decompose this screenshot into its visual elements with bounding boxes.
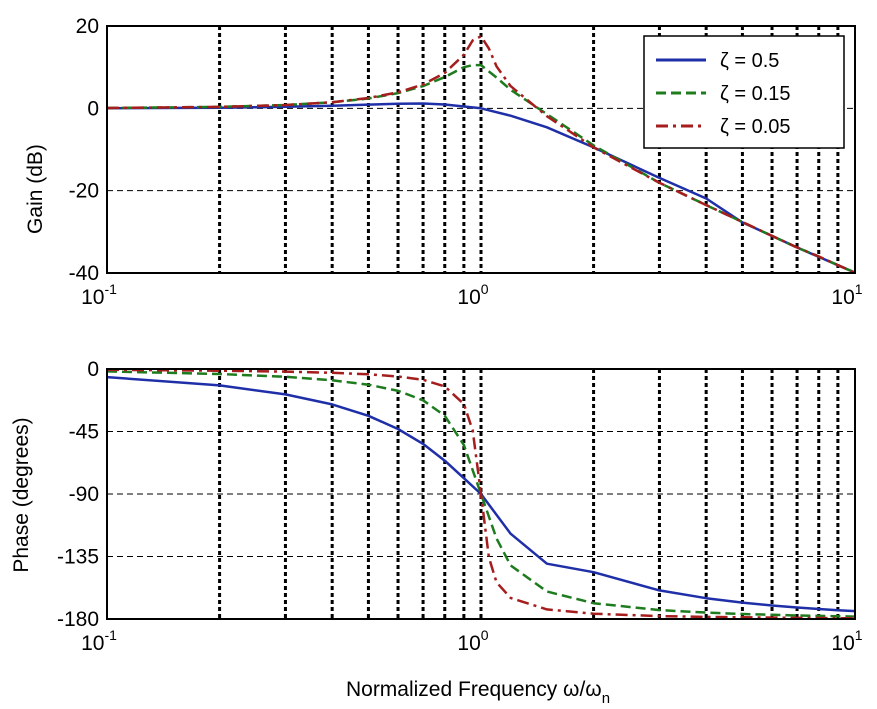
gain-plot: 20 0 -20 -40 10-1 100 101 Gain (dB) [24, 15, 863, 309]
phase-y-tick-labels: 0 -45 -90 -135 -180 [57, 358, 99, 631]
gain-x-tick-label: 101 [831, 281, 862, 309]
gain-y-tick-labels: 20 0 -20 -40 [69, 15, 99, 285]
gain-x-tick-label: 100 [457, 281, 488, 309]
gain-plot-frame [106, 25, 856, 274]
gain-y-tick-label: 0 [87, 97, 99, 120]
gain-y-tick-label: -20 [69, 180, 99, 203]
phase-y-tick-label: -180 [57, 608, 99, 631]
phase-plot-frame [106, 368, 856, 620]
gain-series-lines [106, 35, 856, 274]
gain-x-tick-label: 10-1 [81, 281, 117, 309]
phase-y-tick-label: -45 [69, 421, 99, 444]
phase-y-axis-label: Phase (degrees) [10, 417, 33, 572]
gain-x-tick-labels: 10-1 100 101 [81, 281, 863, 309]
phase-series-line-2 [106, 370, 856, 618]
gain-series-line-3 [106, 35, 856, 274]
phase-series-lines [106, 368, 856, 620]
phase-x-tick-label: 101 [831, 627, 862, 655]
phase-y-tick-label: 0 [87, 358, 99, 381]
phase-y-tick-label: -90 [69, 483, 99, 506]
phase-series-line-1 [106, 375, 856, 613]
phase-x-tick-label: 100 [457, 627, 488, 655]
legend-label-1: ζ = 0.5 [720, 50, 779, 72]
gain-y-axis-label: Gain (dB) [24, 144, 47, 234]
phase-x-tick-labels: 10-1 100 101 [81, 627, 863, 655]
legend-label-3: ζ = 0.05 [720, 116, 791, 138]
legend: ζ = 0.5 ζ = 0.15 ζ = 0.05 [643, 35, 845, 149]
phase-x-axis-label: Normalized Frequency ω/ωn [346, 678, 610, 707]
phase-y-tick-label: -135 [57, 546, 99, 569]
phase-series-line-3 [106, 368, 855, 620]
phase-plot: 0 -45 -90 -135 -180 10-1 100 101 Phase (degree… [10, 358, 863, 707]
phase-x-tick-label: 10-1 [81, 627, 117, 655]
gain-y-tick-label: -40 [69, 262, 99, 285]
gain-grid [107, 26, 855, 273]
gain-series-line-2 [106, 63, 856, 274]
gain-y-tick-label: 20 [76, 15, 99, 38]
legend-label-2: ζ = 0.15 [720, 83, 791, 105]
